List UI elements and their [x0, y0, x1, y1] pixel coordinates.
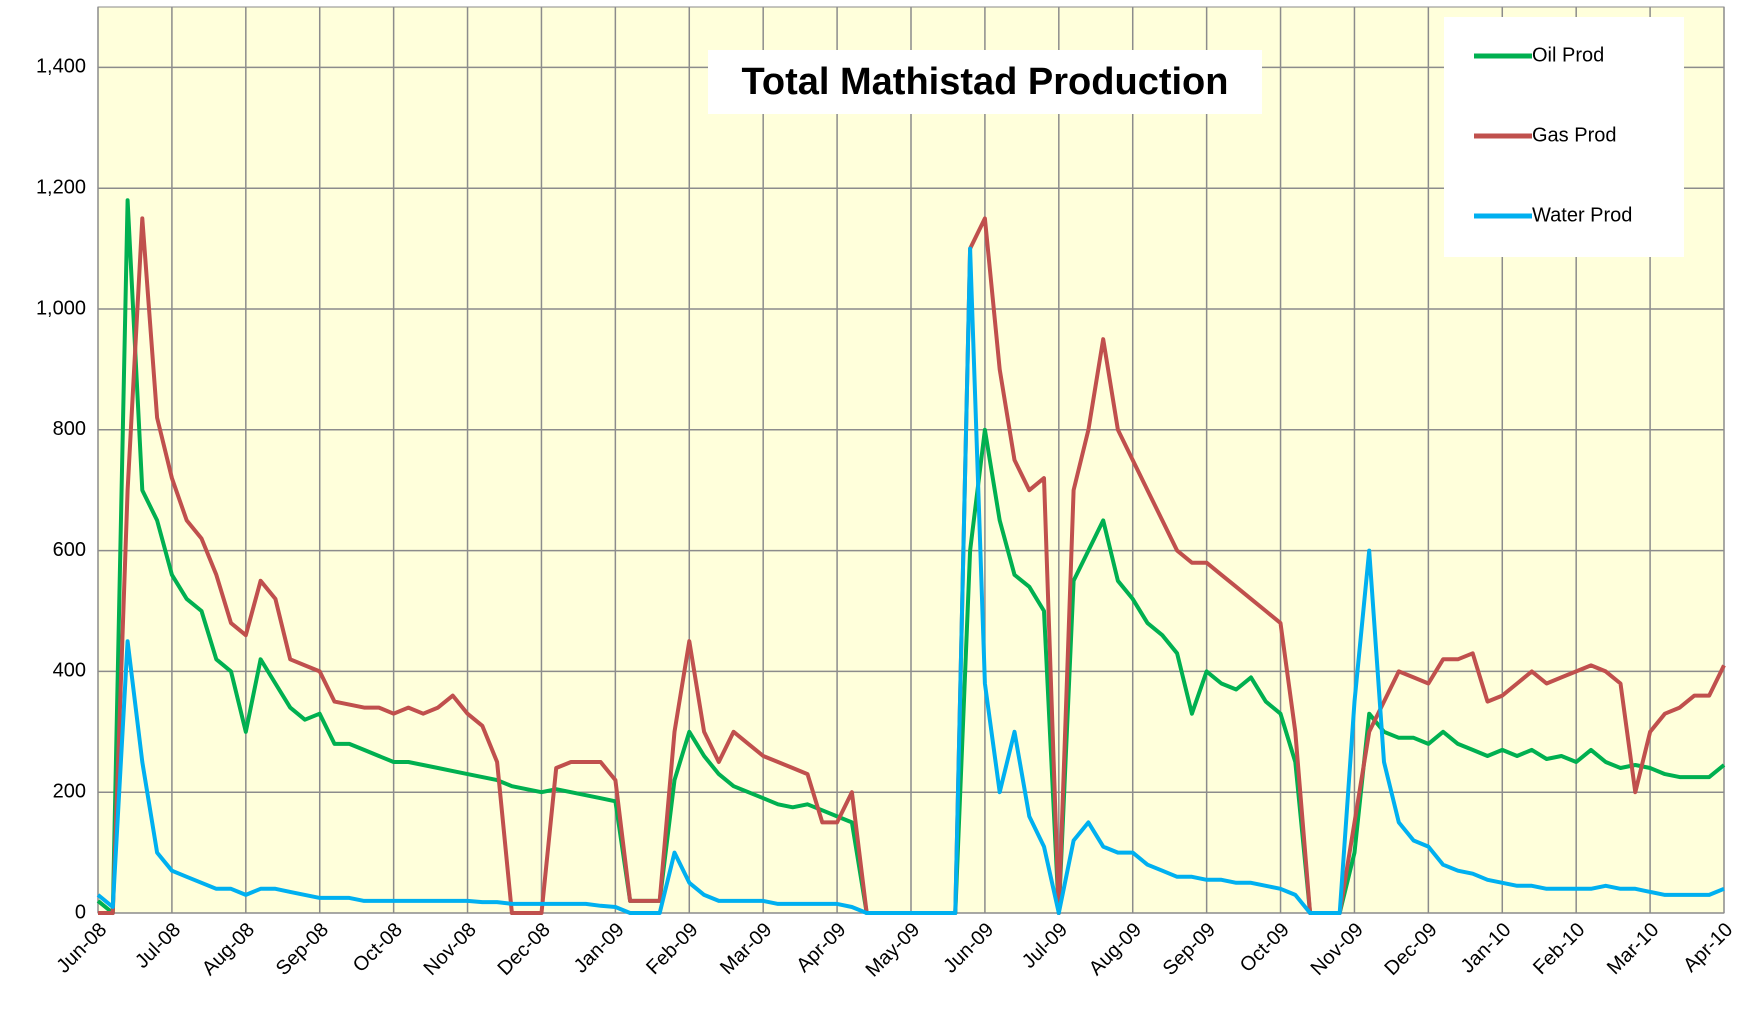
legend: Oil Prod Gas Prod Water Prod	[1444, 17, 1684, 257]
y-tick-label: 800	[53, 418, 86, 440]
x-tick-label: Aug-08	[198, 919, 259, 980]
x-tick-label: Oct-09	[1236, 919, 1294, 977]
x-tick-label: Jan-10	[1457, 919, 1516, 978]
x-tick-label: Sep-08	[272, 919, 333, 980]
y-tick-label: 600	[53, 539, 86, 561]
x-tick-label: Jan-09	[570, 919, 629, 978]
x-tick-label: Jul-09	[1018, 919, 1072, 973]
x-tick-label: Feb-10	[1529, 919, 1589, 979]
series-line	[96, 246, 1725, 915]
y-tick-label: 400	[53, 660, 86, 682]
x-tick-label: Feb-09	[642, 919, 702, 979]
x-tick-label: Apr-10	[1679, 919, 1737, 977]
x-tick-label: Dec-08	[494, 919, 555, 980]
x-tick-label: Apr-09	[792, 919, 850, 977]
x-tick-label: Jun-08	[52, 919, 111, 978]
y-tick-label: 1,200	[36, 176, 86, 198]
x-tick-label: Jul-08	[131, 919, 185, 973]
x-tick-label: Nov-08	[420, 919, 481, 980]
y-tick-label: 1,400	[36, 56, 86, 78]
y-tick-label: 1,000	[36, 297, 86, 319]
y-tick-label: 0	[75, 901, 86, 923]
lines	[96, 198, 1726, 915]
x-tick-label: Aug-09	[1085, 919, 1146, 980]
x-tick-label: Jun-09	[939, 919, 998, 978]
x-tick-label: Oct-08	[349, 919, 407, 977]
x-tick-label: Mar-09	[716, 919, 776, 979]
x-tick-label: Mar-10	[1603, 919, 1663, 979]
chart-title: Total Mathistad Production	[742, 61, 1229, 103]
y-tick-label: 200	[53, 780, 86, 802]
x-tick-label: May-09	[862, 919, 925, 982]
title-box	[708, 50, 1262, 114]
legend-label: Gas Prod	[1532, 124, 1616, 146]
x-tick-label: Nov-09	[1307, 919, 1368, 980]
legend-label: Water Prod	[1532, 204, 1632, 226]
x-tick-label: Sep-09	[1159, 919, 1220, 980]
x-tick-label: Dec-09	[1380, 919, 1441, 980]
legend-label: Oil Prod	[1532, 44, 1604, 66]
